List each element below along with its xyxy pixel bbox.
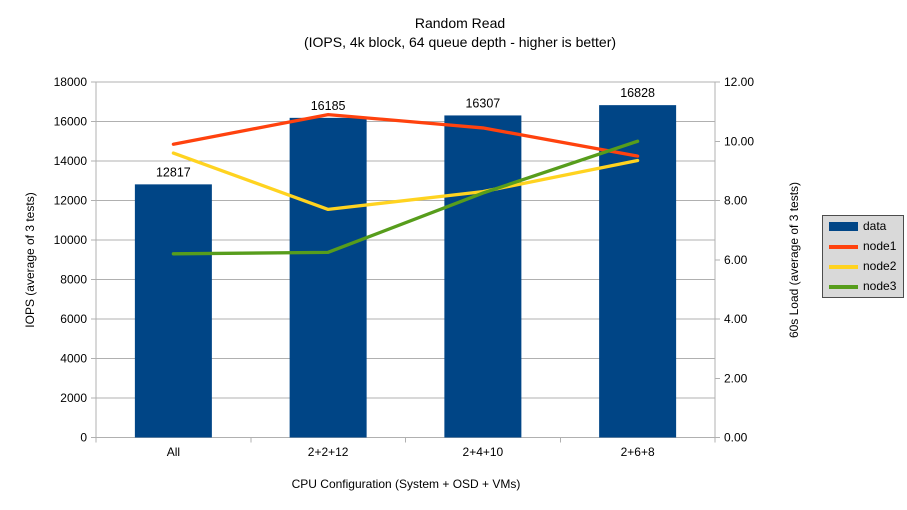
chart-title: Random Read <box>414 15 506 31</box>
line-node1 <box>171 112 640 158</box>
bar-2+4+10 <box>444 115 522 438</box>
right-axis-tick-label: 6.00 <box>724 253 748 267</box>
legend-label: node1 <box>863 239 897 253</box>
bar-value-label: 16307 <box>465 96 500 110</box>
x-axis-title: CPU Configuration (System + OSD + VMs) <box>291 477 521 491</box>
bar-value-label: 16185 <box>311 99 346 113</box>
bar-All <box>134 184 212 438</box>
legend-item-data: data <box>829 218 903 235</box>
legend-swatch-node3 <box>829 284 858 289</box>
legend-item-node2: node2 <box>829 258 903 275</box>
legend-swatch-node2 <box>829 264 858 269</box>
right-axis-tick-label: 2.00 <box>724 371 748 385</box>
left-axis-tick-label: 10000 <box>54 233 88 247</box>
left-axis-tick-label: 6000 <box>60 312 87 326</box>
line-node2 <box>171 151 640 212</box>
x-category-label: 2+4+10 <box>463 445 504 459</box>
left-axis-tick-label: 0 <box>80 431 87 445</box>
x-category-label: 2+6+8 <box>621 445 655 459</box>
chart-title-block: Random Read (IOPS, 4k block, 64 queue de… <box>304 14 616 52</box>
legend-label: data <box>863 219 887 233</box>
right-axis-tick-label: 10.00 <box>724 134 754 148</box>
bar-value-label: 12817 <box>156 165 191 179</box>
legend-swatch-data <box>829 222 858 231</box>
bar-value-label: 16828 <box>620 86 655 100</box>
left-axis-tick-label: 12000 <box>54 194 88 208</box>
legend-item-node1: node1 <box>829 238 903 255</box>
legend-item-node3: node3 <box>829 278 903 295</box>
line-node3 <box>171 139 640 256</box>
x-category-label: All <box>167 445 180 459</box>
x-category-label: 2+2+12 <box>308 445 349 459</box>
right-axis-tick-label: 12.00 <box>724 75 754 89</box>
legend-label: node3 <box>863 279 897 293</box>
legend: data node1 node2 node3 <box>822 215 904 298</box>
legend-label: node2 <box>863 259 897 273</box>
right-axis-tick-label: 0.00 <box>724 431 748 445</box>
bar-2+2+12 <box>289 117 367 438</box>
legend-swatch-node1 <box>829 244 858 249</box>
left-axis-tick-label: 18000 <box>54 75 88 89</box>
left-axis-tick-label: 14000 <box>54 154 88 168</box>
chart-subtitle: (IOPS, 4k block, 64 queue depth - higher… <box>303 34 617 50</box>
left-axis-tick-label: 8000 <box>60 273 87 287</box>
left-axis-tick-label: 2000 <box>60 391 87 405</box>
right-axis-tick-label: 8.00 <box>724 194 748 208</box>
left-axis-tick-label: 4000 <box>60 352 87 366</box>
left-axis-tick-label: 16000 <box>54 115 88 129</box>
right-axis-tick-label: 4.00 <box>724 312 748 326</box>
